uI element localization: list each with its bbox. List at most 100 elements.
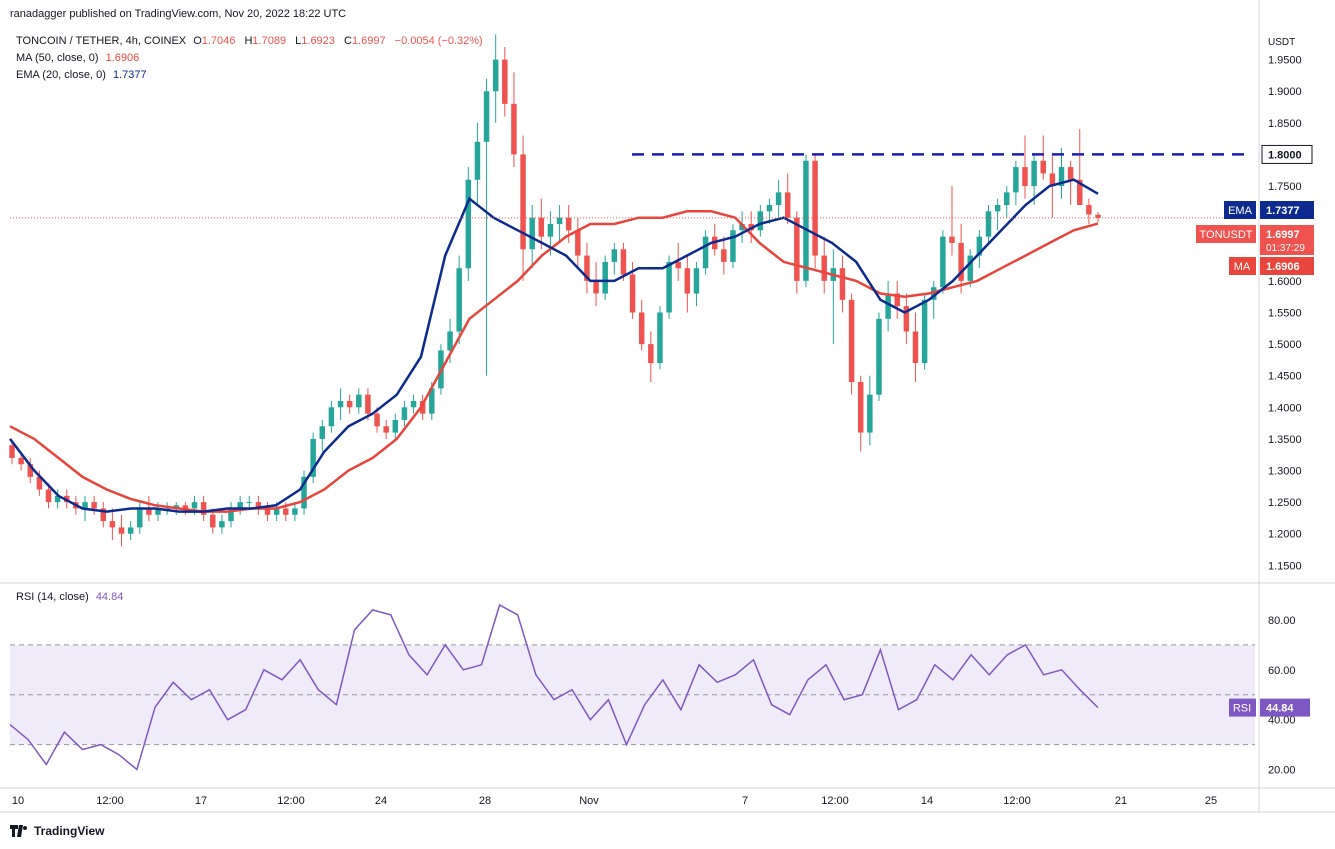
time-axis-tick: 12:00 xyxy=(277,795,305,807)
rsi-axis-tick: 80.00 xyxy=(1268,615,1296,627)
ma-legend[interactable]: MA (50, close, 0) 1.6906 xyxy=(16,52,143,64)
candle-body xyxy=(602,261,608,294)
candle-body xyxy=(848,299,855,383)
candle-body xyxy=(994,205,1001,212)
high-value: 1.7089 xyxy=(252,35,287,47)
brand-name: TradingView xyxy=(34,824,105,838)
ema-legend[interactable]: EMA (20, close, 0) 1.7377 xyxy=(16,69,151,81)
candle-body xyxy=(648,344,654,364)
candle-body xyxy=(730,230,736,262)
time-axis-tick: 10 xyxy=(12,795,24,807)
rsi-price-box xyxy=(1260,698,1310,717)
price-axis-tick: 1.4500 xyxy=(1268,371,1302,383)
candle-body xyxy=(337,400,344,408)
candle-body xyxy=(638,312,645,345)
rsi-line xyxy=(9,603,1099,771)
ma-tag-box xyxy=(1229,257,1256,275)
ma-label: MA (50, close, 0) xyxy=(16,52,99,64)
price-legend: TONCOIN / TETHER, 4h, COINEX O1.7046 H1.… xyxy=(16,35,491,47)
candle-body xyxy=(511,103,517,155)
candle-body xyxy=(775,192,782,206)
candle-body xyxy=(940,236,946,288)
candle-body xyxy=(118,527,125,534)
candle-body xyxy=(876,318,882,395)
time-axis-tick: 25 xyxy=(1205,795,1217,807)
rsi-axis-tick: 40.00 xyxy=(1268,715,1296,727)
candle-body xyxy=(392,419,399,433)
candle-body xyxy=(264,508,271,515)
candle-body xyxy=(1077,179,1083,206)
time-axis-tick: 14 xyxy=(921,795,933,807)
resistance-label: 1.8000 xyxy=(1268,149,1302,161)
open-label: O xyxy=(193,35,202,47)
ma-value: 1.6906 xyxy=(105,52,140,64)
candle-body xyxy=(894,293,900,307)
price-axis-currency: USDT xyxy=(1268,37,1295,48)
price-axis-tick: 1.4000 xyxy=(1268,402,1302,414)
candle-body xyxy=(967,255,973,281)
candle-body xyxy=(538,217,545,237)
candle-body xyxy=(857,382,864,433)
candle-body xyxy=(346,400,353,408)
time-axis-tick: 7 xyxy=(742,795,748,807)
candle-body xyxy=(1086,205,1092,215)
candle-body xyxy=(575,230,581,256)
candle-body xyxy=(109,521,116,528)
low-label: L xyxy=(295,35,302,47)
candle-body xyxy=(447,331,453,351)
open-value: 1.7046 xyxy=(201,35,236,47)
tradingview-logo[interactable]: TradingView xyxy=(10,824,104,838)
candle-body xyxy=(474,141,481,180)
candle-body xyxy=(812,160,818,256)
price-axis-tick: 1.2000 xyxy=(1268,529,1302,541)
candle-body xyxy=(301,476,307,509)
ticker-price-box xyxy=(1260,225,1314,255)
ema20-line xyxy=(9,178,1099,513)
candle-body xyxy=(36,476,43,490)
candle-body xyxy=(921,299,928,364)
rsi-legend[interactable]: RSI (14, close) 44.84 xyxy=(16,591,127,603)
close-label: C xyxy=(343,35,352,47)
candle-body xyxy=(255,502,262,509)
close-value: 1.6997 xyxy=(351,35,386,47)
candle-body xyxy=(137,508,143,528)
candle-body xyxy=(693,268,700,294)
tradingview-logo-icon xyxy=(10,825,27,837)
ema-label: EMA (20, close, 0) xyxy=(16,69,106,81)
rsi-tag: RSI xyxy=(1233,703,1251,715)
candle-body xyxy=(821,255,827,281)
price-axis-tick: 1.8500 xyxy=(1268,118,1302,130)
ticker-countdown: 01:37:29 xyxy=(1266,243,1305,254)
candle-body xyxy=(292,508,298,515)
candle-body xyxy=(27,464,33,477)
candle-body xyxy=(246,502,253,504)
candle-body xyxy=(319,426,326,439)
symbol-label[interactable]: TONCOIN / TETHER, 4h, COINEX xyxy=(16,35,187,47)
candle-body xyxy=(739,223,745,231)
candle-body xyxy=(18,457,24,465)
candle-body xyxy=(492,59,499,92)
candle-body xyxy=(784,192,791,218)
price-axis-tick: 1.2500 xyxy=(1268,497,1302,509)
candle-body xyxy=(419,400,426,414)
candle-body xyxy=(200,502,207,515)
time-axis-tick: 24 xyxy=(375,795,387,807)
candle-body xyxy=(684,268,691,294)
candle-body xyxy=(611,249,618,262)
candle-body xyxy=(629,274,636,313)
candle-body xyxy=(228,508,234,522)
ema-tag: EMA xyxy=(1228,205,1253,217)
candle-body xyxy=(1004,192,1010,206)
candle-body xyxy=(456,268,462,332)
candle-body xyxy=(91,502,97,509)
candle-body xyxy=(666,261,672,313)
candle-body xyxy=(483,91,490,142)
candle-body xyxy=(839,268,846,300)
price-axis-tick: 1.9000 xyxy=(1268,86,1302,98)
low-value: 1.6923 xyxy=(301,35,335,47)
resistance-label-box xyxy=(1261,144,1313,164)
rsi-label: RSI (14, close) xyxy=(16,591,89,603)
rsi-price-label: 44.84 xyxy=(1266,703,1294,715)
candle-body xyxy=(556,217,563,224)
